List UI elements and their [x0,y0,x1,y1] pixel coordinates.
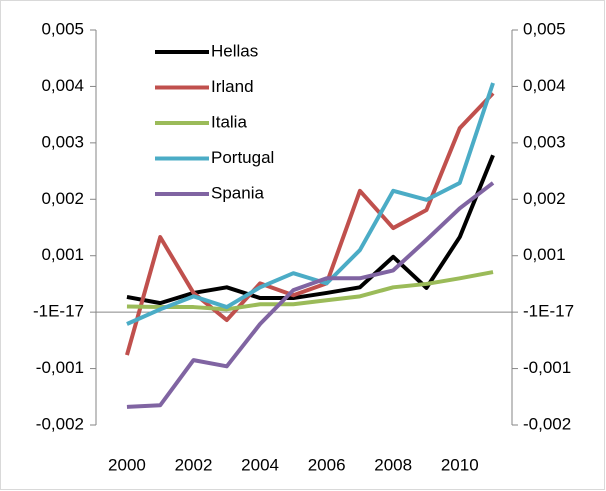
legend-label: Irland [211,77,254,96]
y2-tick-label: 0,001 [523,245,566,264]
y2-tick-label: -0,002 [523,414,571,433]
y-tick-label: -0,002 [36,414,84,433]
y2-tick-label: -1E-17 [523,302,574,321]
y2-tick-label: 0,003 [523,132,566,151]
legend-label: Spania [211,183,264,202]
y-tick-label: -0,001 [36,358,84,377]
series-line [126,270,494,312]
y-tick-label: 0,004 [41,76,84,95]
y-tick-label: 0,005 [41,19,84,38]
legend-label: Portugal [211,148,274,167]
y-tick-label: 0,002 [41,189,84,208]
x-tick-label: 2010 [441,455,479,474]
legend-label: Hellas [211,41,258,60]
y2-tick-label: 0,005 [523,19,566,38]
y2-tick-label: 0,004 [523,76,566,95]
x-tick-label: 2004 [241,455,279,474]
x-tick-label: 2002 [175,455,213,474]
x-tick-label: 2000 [108,455,146,474]
y2-tick-label: -0,001 [523,358,571,377]
x-tick-label: 2008 [374,455,412,474]
legend-label: Italia [211,112,247,131]
x-tick-label: 2006 [308,455,346,474]
y-tick-label: 0,003 [41,132,84,151]
y-tick-label: 0,001 [41,245,84,264]
y2-tick-label: 0,002 [523,189,566,208]
series-line [126,154,495,306]
series-line [126,82,495,326]
y-tick-label: -1E-17 [33,302,84,321]
series-line [126,181,495,409]
